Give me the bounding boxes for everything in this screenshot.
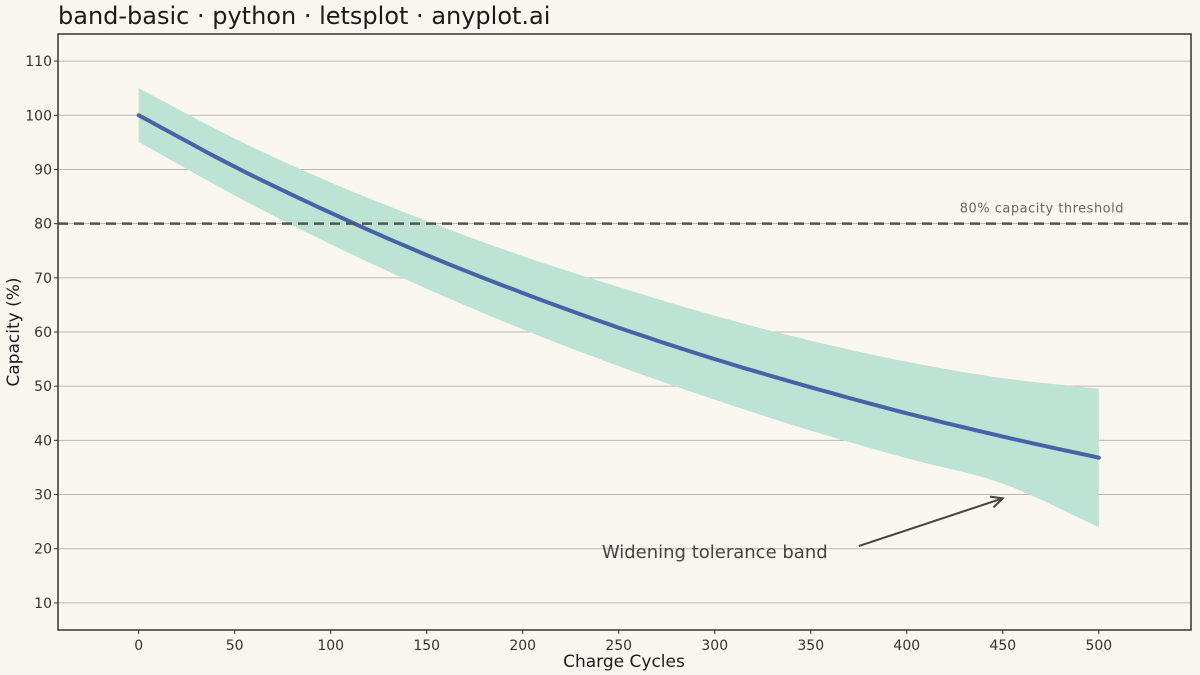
chart-title: band-basic · python · letsplot · anyplot… <box>58 2 550 30</box>
y-tick-label-70: 70 <box>34 271 52 287</box>
y-tick-label-100: 100 <box>25 108 52 124</box>
band-layer <box>138 88 1099 528</box>
y-tick-label-90: 90 <box>34 162 52 178</box>
x-tick-label-100: 100 <box>317 638 344 654</box>
y-tick-label-10: 10 <box>34 596 52 612</box>
threshold-layer: 80% capacity threshold <box>58 202 1191 225</box>
capacity-line <box>136 113 1101 460</box>
annotation-text: Widening tolerance band <box>602 542 828 563</box>
x-tick-label-350: 350 <box>797 638 824 654</box>
y-tick-label-80: 80 <box>34 217 52 233</box>
x-tick-label-500: 500 <box>1085 638 1112 654</box>
x-tick-label-0: 0 <box>134 638 143 654</box>
x-tick-label-300: 300 <box>701 638 728 654</box>
x-tick-label-150: 150 <box>413 638 440 654</box>
y-tick-label-30: 30 <box>34 488 52 504</box>
y-tick-label-50: 50 <box>34 379 52 395</box>
line-layer <box>136 113 1101 460</box>
y-axis-ticks: 10 20 30 40 50 60 70 80 90 100 110 <box>25 54 58 612</box>
y-tick-label-110: 110 <box>25 54 52 70</box>
tolerance-band <box>138 88 1099 528</box>
x-tick-label-200: 200 <box>509 638 536 654</box>
annotation-layer: Widening tolerance band <box>602 495 1005 563</box>
y-tick-label-40: 40 <box>34 433 52 449</box>
threshold-label: 80% capacity threshold <box>960 202 1124 217</box>
x-axis-label: Charge Cycles <box>563 652 685 672</box>
x-tick-label-250: 250 <box>605 638 632 654</box>
y-tick-label-60: 60 <box>34 325 52 341</box>
annotation-arrow <box>858 497 1004 547</box>
x-tick-label-50: 50 <box>226 638 244 654</box>
y-tick-label-20: 20 <box>34 542 52 558</box>
x-tick-label-450: 450 <box>989 638 1016 654</box>
x-tick-label-400: 400 <box>893 638 920 654</box>
x-axis-ticks: 0 50 100 150 200 250 300 350 400 450 500 <box>134 630 1112 654</box>
y-axis-label: Capacity (%) <box>4 277 24 386</box>
annotation-arrowhead <box>989 495 1005 509</box>
